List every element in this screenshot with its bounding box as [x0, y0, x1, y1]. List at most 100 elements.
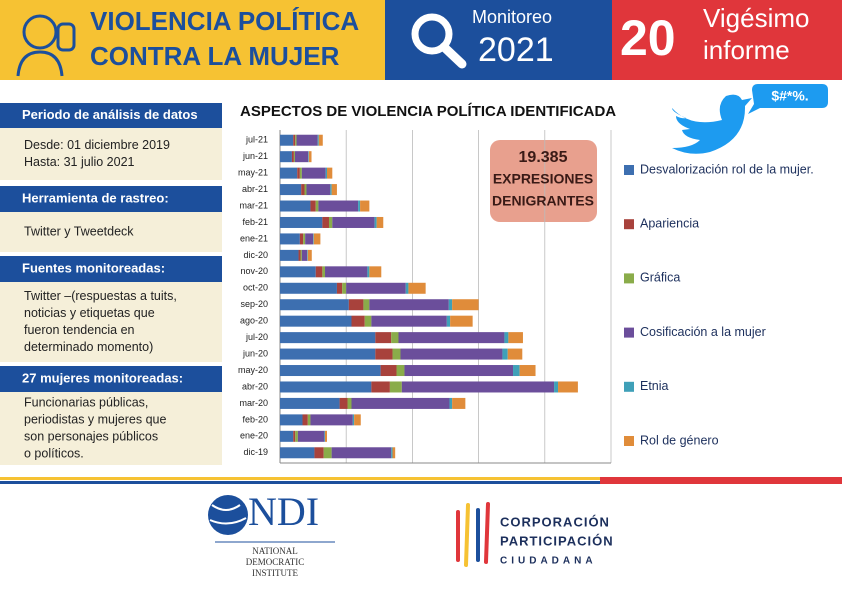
bar-segment: [322, 216, 329, 228]
report-line: informe: [703, 35, 790, 65]
bar-segment: [450, 315, 473, 327]
section-heading-bg: [0, 366, 222, 392]
bar-segment: [339, 397, 348, 409]
bar-segment: [299, 167, 302, 179]
bar-segment: [280, 430, 294, 442]
bar-segment: [324, 430, 326, 442]
bar-segment: [371, 381, 390, 393]
section-heading: Periodo de análisis de datos: [22, 107, 198, 122]
section-heading: Herramienta de rastreo:: [22, 190, 169, 205]
bar-segment: [280, 249, 299, 261]
bar-segment: [295, 430, 298, 442]
callout-text: 19.385: [519, 149, 568, 166]
bar-segment: [280, 266, 316, 278]
header-red: [612, 0, 842, 80]
y-tick-label: ene-21: [240, 233, 268, 243]
title-line: CONTRA LA MUJER: [90, 41, 340, 71]
section-text: Twitter –(respuestas a tuits,: [24, 289, 177, 303]
section-text: determinado momento): [24, 340, 153, 354]
y-tick-label: oct-20: [243, 283, 268, 293]
bar-segment: [299, 233, 304, 245]
y-tick-label: abr-21: [242, 184, 268, 194]
y-tick-label: jun-20: [242, 348, 268, 358]
legend-swatch: [624, 436, 634, 446]
bar-segment: [280, 381, 372, 393]
section-text: o políticos.: [24, 446, 84, 460]
bar-segment: [301, 167, 326, 179]
bar-segment: [354, 414, 361, 426]
section-text: Twitter y Tweetdeck: [24, 224, 134, 238]
bar-segment: [280, 348, 376, 360]
bar-segment: [280, 184, 302, 196]
bar-segment: [519, 365, 536, 377]
y-tick-label: dic-19: [243, 447, 268, 457]
bar-segment: [376, 216, 384, 228]
woman-icon: [16, 14, 76, 77]
bar-segment: [297, 430, 325, 442]
bar-segment: [280, 282, 337, 294]
ndi-logo: NDI: [248, 489, 319, 534]
bar-segment: [298, 249, 301, 261]
bar-segment: [280, 134, 294, 146]
section-text: noticias y etiquetas que: [24, 306, 155, 320]
bar-segment: [318, 134, 323, 146]
bar-segment: [293, 151, 295, 163]
ndi-line: INSTITUTE: [252, 568, 298, 578]
bar-segment: [375, 332, 392, 344]
section-box: [0, 282, 222, 362]
bar-segment: [404, 365, 514, 377]
bar-segment: [302, 414, 308, 426]
bar-segment: [507, 348, 523, 360]
bar-segment: [346, 282, 406, 294]
stripe: [600, 477, 842, 484]
bar-segment: [305, 233, 314, 245]
bar-segment: [358, 200, 361, 212]
bar-segment: [307, 414, 311, 426]
bar-segment: [280, 315, 352, 327]
bar-segment: [280, 216, 323, 228]
bar-segment: [325, 167, 328, 179]
y-tick-label: nov-20: [240, 266, 268, 276]
section-text: Hasta: 31 julio 2021: [24, 155, 135, 169]
bar-segment: [554, 381, 559, 393]
bar-segment: [331, 447, 392, 459]
bar-segment: [313, 233, 321, 245]
bar-segment: [352, 414, 355, 426]
title-line: VIOLENCIA POLÍTICA: [90, 6, 359, 36]
bar-segment: [303, 233, 306, 245]
bar-segment: [405, 282, 409, 294]
bar-segment: [391, 447, 393, 459]
bar-segment: [408, 282, 426, 294]
bar-segment: [502, 348, 508, 360]
y-tick-label: sep-20: [240, 299, 268, 309]
report-number: 20: [620, 10, 676, 66]
bar-segment: [293, 134, 296, 146]
section-text: Desde: 01 diciembre 2019: [24, 138, 170, 152]
bar-segment: [301, 184, 305, 196]
y-tick-label: ene-20: [240, 431, 268, 441]
bar-segment: [280, 200, 311, 212]
year: 2021: [478, 31, 554, 69]
y-tick-label: jul-20: [245, 332, 268, 342]
bar-segment: [351, 397, 450, 409]
bar-segment: [315, 200, 319, 212]
ndi-globe: [208, 495, 248, 535]
legend-label: Apariencia: [640, 216, 699, 230]
bar-segment: [296, 134, 318, 146]
bar-segment: [280, 151, 292, 163]
bar-segment: [401, 381, 555, 393]
section-heading-bg: [0, 186, 222, 212]
bar-segment: [313, 233, 314, 245]
bar-segment: [367, 266, 370, 278]
bar-segment: [330, 184, 332, 196]
bar-segment: [293, 430, 296, 442]
bar-segment: [336, 282, 343, 294]
bar-segment: [325, 430, 328, 442]
section-text: son personajes públicos: [24, 429, 158, 443]
bar-segment: [300, 249, 302, 261]
bar-segment: [369, 299, 449, 311]
report-line: Vigésimo: [703, 3, 809, 33]
bar-segment: [391, 332, 399, 344]
bar-segment: [360, 200, 370, 212]
bar-segment: [280, 365, 381, 377]
